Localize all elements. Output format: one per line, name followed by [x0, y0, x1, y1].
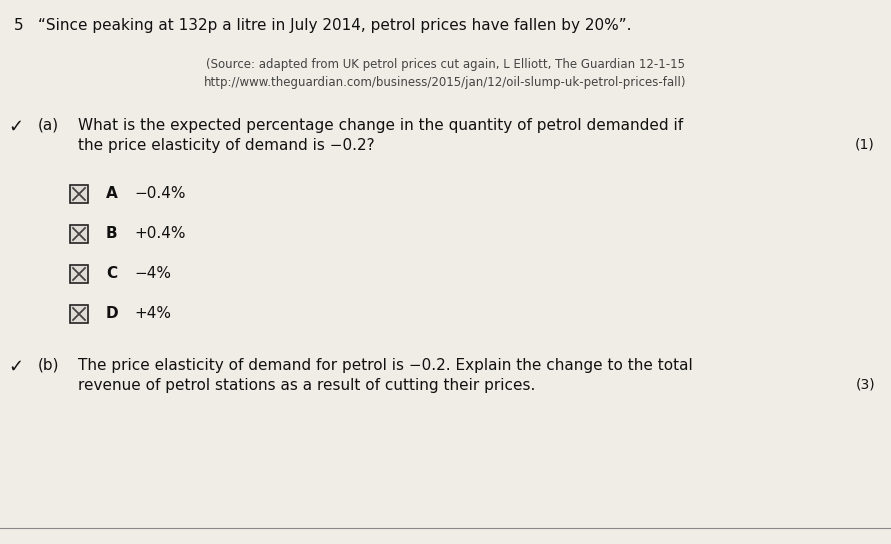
Bar	[70, 265, 88, 283]
Text: −0.4%: −0.4%	[134, 187, 185, 201]
Text: http://www.theguardian.com/business/2015/jan/12/oil-slump-uk-petrol-prices-fall): http://www.theguardian.com/business/2015…	[204, 76, 686, 89]
Text: ✓: ✓	[8, 358, 23, 376]
Bar	[70, 185, 88, 203]
Text: (3): (3)	[855, 378, 875, 392]
Text: revenue of petrol stations as a result of cutting their prices.: revenue of petrol stations as a result o…	[78, 378, 535, 393]
Text: the price elasticity of demand is −0.2?: the price elasticity of demand is −0.2?	[78, 138, 374, 153]
Text: 5: 5	[14, 18, 24, 33]
Text: −4%: −4%	[134, 267, 171, 281]
Text: The price elasticity of demand for petrol is −0.2. Explain the change to the tot: The price elasticity of demand for petro…	[78, 358, 692, 373]
Bar	[70, 225, 88, 243]
Text: (b): (b)	[38, 358, 60, 373]
Bar	[70, 305, 88, 323]
Text: (1): (1)	[855, 138, 875, 152]
Text: (a): (a)	[38, 118, 59, 133]
Text: “Since peaking at 132p a litre in July 2014, petrol prices have fallen by 20%”.: “Since peaking at 132p a litre in July 2…	[38, 18, 632, 33]
Text: C: C	[106, 267, 117, 281]
Text: +0.4%: +0.4%	[134, 226, 185, 242]
Text: B: B	[106, 226, 118, 242]
Text: A: A	[106, 187, 118, 201]
Text: What is the expected percentage change in the quantity of petrol demanded if: What is the expected percentage change i…	[78, 118, 683, 133]
Text: (Source: adapted from UK petrol prices cut again, L Elliott, The Guardian 12-1-1: (Source: adapted from UK petrol prices c…	[206, 58, 684, 71]
Text: D: D	[106, 306, 119, 322]
Text: +4%: +4%	[134, 306, 171, 322]
Text: ✓: ✓	[8, 118, 23, 136]
